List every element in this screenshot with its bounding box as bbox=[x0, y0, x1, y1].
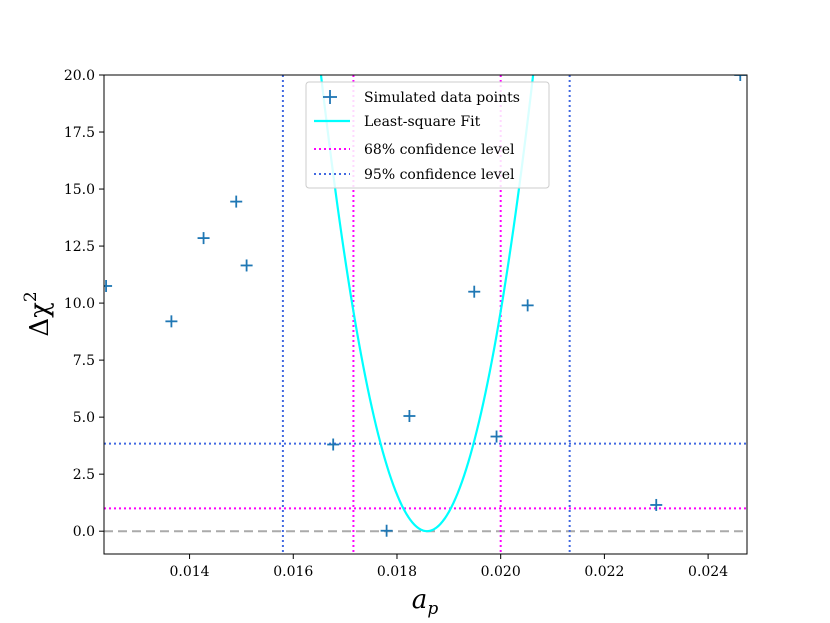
fit-curve bbox=[319, 75, 535, 533]
legend-entry-95: 95% confidence level bbox=[314, 167, 515, 183]
data-point bbox=[104, 279, 113, 292]
plot-frame bbox=[103, 74, 748, 555]
data-point bbox=[490, 430, 503, 443]
data-point bbox=[734, 75, 747, 81]
legend-label-68: 68% confidence level bbox=[364, 142, 515, 158]
y-tick-label: 7.5 bbox=[73, 353, 95, 369]
legend: Simulated data points Least-square Fit 6… bbox=[305, 81, 550, 189]
y-axis-label: Δχ2 bbox=[21, 291, 55, 336]
x-tick-label: 0.024 bbox=[688, 564, 728, 580]
data-point bbox=[240, 259, 253, 272]
data-point bbox=[521, 299, 534, 312]
data-point bbox=[380, 524, 393, 537]
y-tick-label: 12.5 bbox=[64, 239, 95, 255]
axis-ticks: 0.014 0.016 0.018 0.020 0.022 0.024 0.0 2.5 5.0 7… bbox=[64, 68, 728, 580]
legend-label-fit: Least-square Fit bbox=[364, 114, 481, 130]
legend-entry-data-points: Simulated data points bbox=[323, 90, 520, 106]
y-tick-label: 15.0 bbox=[64, 182, 95, 198]
y-tick-label: 5.0 bbox=[73, 410, 95, 426]
x-tick-label: 0.022 bbox=[584, 564, 624, 580]
x-tick-label: 0.016 bbox=[273, 564, 313, 580]
y-tick-label: 20.0 bbox=[64, 68, 95, 84]
legend-entry-68: 68% confidence level bbox=[314, 142, 515, 158]
data-point bbox=[327, 438, 340, 451]
x-tick-label: 0.018 bbox=[377, 564, 417, 580]
data-point bbox=[468, 285, 481, 298]
legend-box bbox=[305, 81, 550, 189]
data-point bbox=[165, 315, 178, 328]
x-tick-label: 0.014 bbox=[170, 564, 210, 580]
legend-label-95: 95% confidence level bbox=[364, 167, 515, 183]
x-tick-label: 0.020 bbox=[481, 564, 521, 580]
y-tick-label: 10.0 bbox=[64, 296, 95, 312]
data-point bbox=[230, 195, 243, 208]
data-point bbox=[197, 232, 210, 245]
data-point bbox=[403, 410, 416, 423]
legend-entry-fit: Least-square Fit bbox=[314, 114, 481, 130]
y-tick-label: 0.0 bbox=[73, 524, 95, 540]
y-tick-label: 17.5 bbox=[64, 125, 95, 141]
data-point bbox=[650, 498, 663, 511]
y-tick-label: 2.5 bbox=[73, 467, 95, 483]
legend-label-data-points: Simulated data points bbox=[364, 90, 520, 106]
plot-area bbox=[104, 75, 747, 554]
x-axis-label: ap bbox=[412, 585, 439, 619]
